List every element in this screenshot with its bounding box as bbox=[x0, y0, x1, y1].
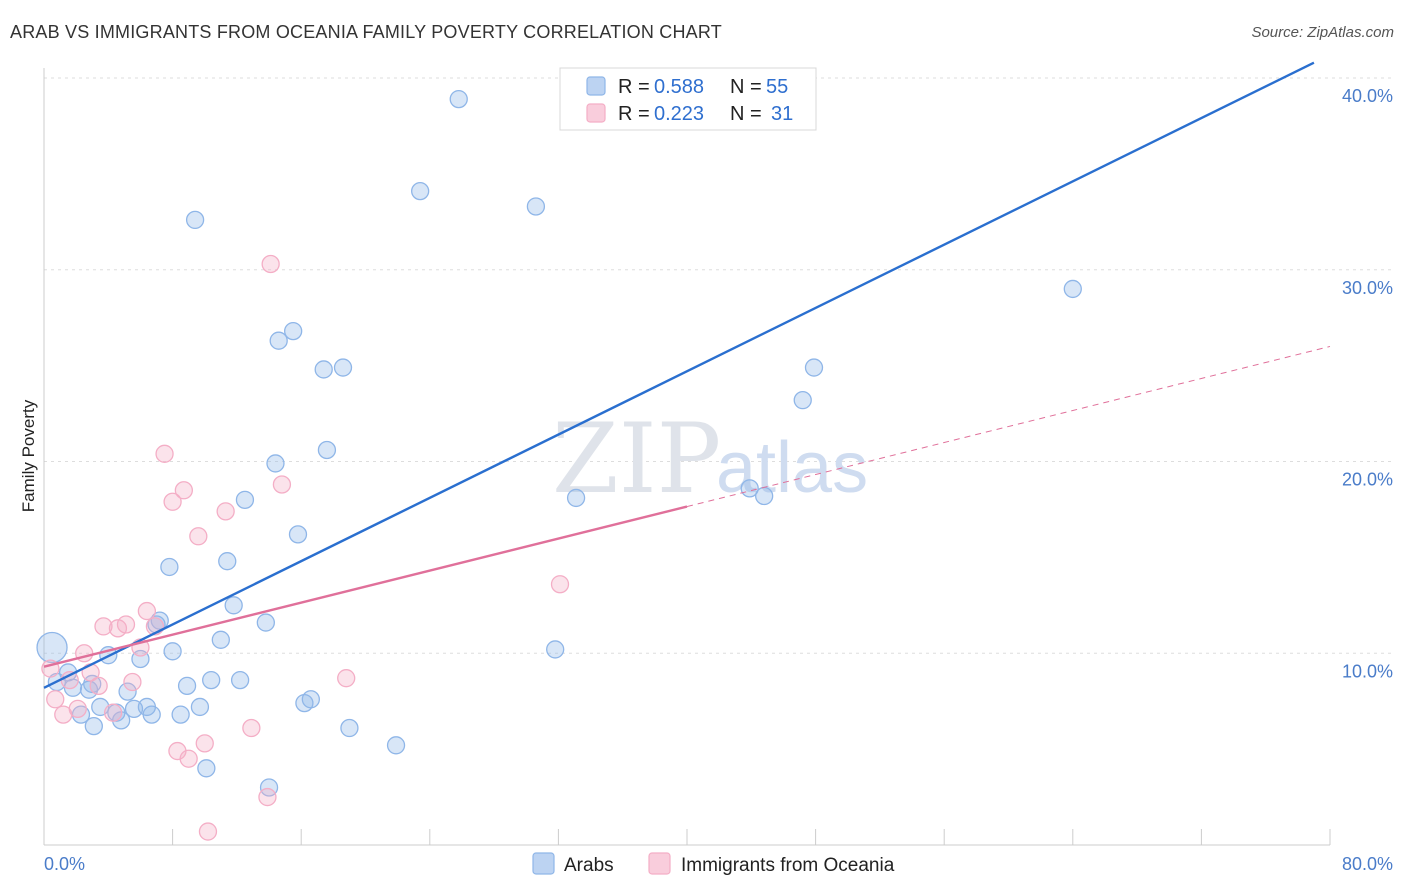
legend-r-oceania: 0.223 bbox=[654, 103, 704, 125]
y-tick-labels: 10.0% 20.0% 30.0% 40.0% bbox=[1342, 86, 1393, 681]
series-legend-swatch-oceania bbox=[648, 852, 671, 875]
gridlines bbox=[44, 77, 1392, 654]
watermark-zip: ZIP bbox=[552, 403, 721, 515]
oceania-trend-line bbox=[43, 505, 688, 668]
arab-point bbox=[314, 360, 333, 379]
chart-source: Source: ZipAtlas.com bbox=[1251, 24, 1394, 41]
oceania-point bbox=[272, 475, 292, 494]
arab-point bbox=[235, 490, 255, 510]
y-tick-label-0: 10.0% bbox=[1342, 661, 1393, 681]
oceania-point bbox=[163, 492, 182, 511]
oceania-point bbox=[216, 502, 235, 521]
oceania-point bbox=[116, 615, 136, 634]
arab-point bbox=[118, 682, 137, 701]
arab-point bbox=[411, 181, 430, 201]
oceania-point bbox=[242, 718, 261, 738]
series-legend-swatch-arabs bbox=[532, 852, 555, 875]
arab-point bbox=[71, 705, 91, 724]
arab-point bbox=[224, 596, 243, 615]
oceania-point bbox=[89, 676, 108, 695]
oceania-point bbox=[155, 444, 174, 463]
stats-legend: R = 0.588 N = 55 R = 0.223 N = 31 bbox=[559, 67, 817, 131]
arab-point bbox=[340, 718, 359, 738]
oceania-point bbox=[198, 822, 218, 841]
legend-r-label-arabs: R = bbox=[618, 76, 650, 98]
arab-point bbox=[84, 716, 103, 736]
arab-point bbox=[266, 454, 285, 473]
arab-point bbox=[190, 697, 210, 717]
oceania-point bbox=[46, 690, 65, 709]
arab-point bbox=[333, 358, 353, 377]
oceania-point bbox=[103, 703, 123, 722]
arab-point bbox=[449, 89, 468, 109]
legend-r-label-oceania: R = bbox=[618, 103, 650, 125]
arab-point bbox=[566, 488, 586, 508]
arab-point bbox=[36, 631, 68, 664]
x-tick-label-0: 0.0% bbox=[44, 854, 85, 874]
series-legend-label-arabs: Arabs bbox=[564, 855, 614, 876]
arab-point bbox=[230, 670, 250, 690]
chart-title: ARAB VS IMMIGRANTS FROM OCEANIA FAMILY P… bbox=[10, 22, 722, 42]
legend-n-oceania: 31 bbox=[771, 103, 793, 125]
arab-point bbox=[317, 440, 337, 460]
oceania-point bbox=[179, 749, 198, 768]
y-axis-label: Family Poverty bbox=[19, 399, 38, 512]
arab-point bbox=[793, 390, 812, 410]
arab-point bbox=[177, 676, 197, 695]
oceania-trend-extension bbox=[686, 345, 1331, 508]
oceania-point bbox=[550, 575, 570, 594]
arab-point bbox=[163, 642, 182, 661]
arab-point bbox=[1063, 279, 1082, 299]
arab-point bbox=[804, 358, 824, 377]
legend-swatch-arabs bbox=[586, 76, 606, 96]
legend-n-arabs: 55 bbox=[766, 76, 788, 98]
y-tick-label-2: 30.0% bbox=[1342, 278, 1393, 298]
arab-point bbox=[83, 674, 102, 694]
oceania-point bbox=[189, 527, 208, 546]
arab-point bbox=[185, 210, 205, 230]
oceania-point bbox=[261, 254, 280, 274]
oceania-point bbox=[123, 672, 142, 692]
x-tick-label-1: 80.0% bbox=[1342, 854, 1393, 874]
oceania-point bbox=[174, 481, 194, 500]
y-tick-label-1: 20.0% bbox=[1342, 470, 1393, 490]
watermark-atlas: atlas bbox=[716, 428, 868, 508]
arab-point bbox=[526, 197, 546, 216]
arab-trend-line bbox=[43, 61, 1315, 689]
data-points bbox=[36, 89, 1082, 841]
series-legend-label-oceania: Immigrants from Oceania bbox=[681, 855, 895, 876]
legend-n-label-oceania: N = bbox=[730, 103, 762, 125]
arab-point bbox=[160, 557, 179, 577]
arab-point bbox=[740, 479, 759, 498]
arab-point bbox=[284, 321, 303, 341]
oceania-point bbox=[94, 617, 113, 636]
oceania-point bbox=[137, 601, 157, 621]
oceania-point bbox=[337, 669, 356, 688]
arab-point bbox=[197, 759, 216, 778]
arab-point bbox=[386, 736, 406, 755]
arab-point bbox=[301, 690, 320, 709]
y-tick-label-3: 40.0% bbox=[1342, 86, 1393, 106]
arab-point bbox=[288, 525, 308, 544]
x-ticks: 0.0% 80.0% bbox=[43, 829, 1393, 874]
arab-point bbox=[211, 630, 230, 649]
oceania-point bbox=[195, 734, 214, 753]
arab-point bbox=[256, 613, 275, 632]
arab-point bbox=[142, 705, 161, 724]
oceania-point bbox=[68, 699, 87, 719]
series-legend: Arabs Immigrants from Oceania bbox=[532, 852, 895, 876]
watermark: ZIP atlas bbox=[552, 403, 868, 515]
arab-point bbox=[171, 705, 190, 724]
arab-point bbox=[269, 331, 288, 350]
legend-n-label-arabs: N = bbox=[730, 76, 762, 98]
legend-r-arabs: 0.588 bbox=[654, 76, 704, 98]
arab-point bbox=[546, 640, 565, 659]
oceania-point bbox=[258, 787, 277, 807]
arab-point bbox=[202, 670, 221, 690]
legend-swatch-oceania bbox=[586, 103, 606, 123]
trend-lines bbox=[43, 61, 1331, 689]
arab-point bbox=[755, 486, 774, 506]
arab-point bbox=[218, 552, 237, 571]
